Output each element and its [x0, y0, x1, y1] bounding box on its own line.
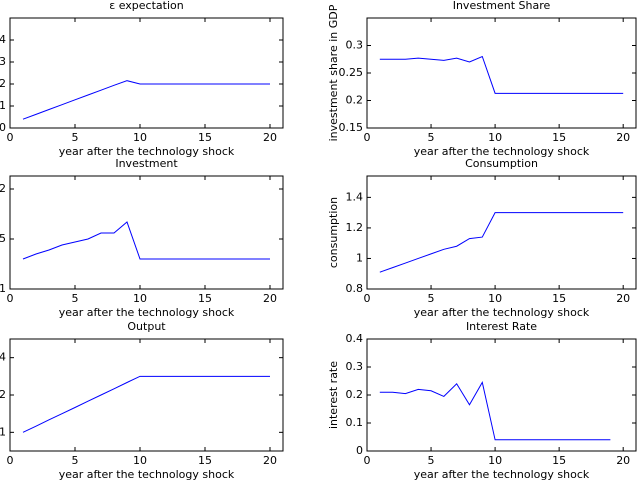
- x-tick-label: 15: [198, 292, 212, 305]
- x-tick-label: 15: [198, 131, 212, 144]
- x-tick-label: 10: [133, 131, 147, 144]
- data-line: [379, 55, 624, 94]
- x-tick-label: 20: [263, 131, 277, 144]
- x-tick-label: 20: [263, 454, 277, 467]
- x-tick-label: 0: [7, 292, 14, 305]
- y-tick-label: 0.15: [339, 121, 364, 134]
- y-tick-label: 1.2: [346, 221, 364, 234]
- y-tick-label: 0: [356, 444, 363, 457]
- axes-box: [366, 17, 637, 129]
- x-axis-label: year after the technology shock: [414, 306, 590, 319]
- chart-title: Interest Rate: [466, 320, 537, 333]
- y-axis-label: investment share in GDP: [327, 4, 340, 141]
- x-tick-label: 0: [364, 292, 371, 305]
- y-axis-label: consumption: [327, 197, 340, 268]
- x-tick-label: 15: [198, 454, 212, 467]
- y-tick-label: 0.4: [346, 332, 364, 345]
- y-tick-label: 1.4: [0, 351, 6, 364]
- data-line: [379, 212, 624, 273]
- axes-box: [9, 175, 284, 290]
- x-tick-label: 10: [133, 454, 147, 467]
- y-tick-label: 1.4: [346, 190, 364, 203]
- chart-title: ε expectation: [109, 0, 183, 12]
- y-tick-label: 0.1: [0, 99, 6, 112]
- y-tick-label: 1: [0, 425, 6, 438]
- y-tick-label: 0.2: [346, 94, 364, 107]
- x-axis-label: year after the technology shock: [414, 145, 590, 158]
- x-tick-label: 0: [364, 454, 371, 467]
- x-tick-label: 20: [616, 131, 630, 144]
- y-tick-label: 1.2: [0, 388, 6, 401]
- x-tick-label: 15: [552, 131, 566, 144]
- chart-title: Investment Share: [453, 0, 551, 12]
- axes-box: [366, 175, 637, 290]
- x-axis-label: year after the technology shock: [59, 306, 235, 319]
- chart-title: Output: [127, 320, 166, 333]
- y-tick-label: 0.8: [346, 282, 364, 295]
- x-tick-label: 5: [428, 454, 435, 467]
- y-tick-label: 0.3: [346, 39, 364, 52]
- y-tick-label: 0: [0, 121, 6, 134]
- x-tick-label: 15: [552, 292, 566, 305]
- y-tick-label: 0.25: [339, 66, 364, 79]
- x-tick-label: 10: [488, 292, 502, 305]
- x-tick-label: 5: [72, 454, 79, 467]
- x-tick-label: 20: [616, 292, 630, 305]
- x-tick-label: 10: [488, 131, 502, 144]
- data-line: [22, 375, 270, 433]
- y-tick-label: 0.3: [0, 55, 6, 68]
- x-tick-label: 15: [552, 454, 566, 467]
- x-axis-label: year after the technology shock: [59, 468, 235, 481]
- y-tick-label: 2: [0, 182, 6, 195]
- x-tick-label: 20: [263, 292, 277, 305]
- y-tick-label: 1: [356, 251, 363, 264]
- chart-title: Investment: [115, 157, 178, 170]
- chart-title: Consumption: [465, 157, 538, 170]
- x-tick-label: 5: [428, 131, 435, 144]
- x-tick-label: 0: [7, 454, 14, 467]
- y-tick-label: 1.5: [0, 232, 6, 245]
- x-tick-label: 10: [488, 454, 502, 467]
- axes-box: [9, 338, 284, 452]
- x-axis-label: year after the technology shock: [414, 468, 590, 481]
- x-tick-label: 0: [364, 131, 371, 144]
- x-tick-label: 0: [7, 131, 14, 144]
- y-tick-label: 1: [0, 282, 6, 295]
- x-tick-label: 10: [133, 292, 147, 305]
- x-tick-label: 20: [616, 454, 630, 467]
- data-line: [379, 381, 611, 441]
- data-line: [22, 80, 270, 120]
- data-line: [22, 221, 270, 260]
- x-tick-label: 5: [72, 131, 79, 144]
- x-tick-label: 5: [72, 292, 79, 305]
- y-tick-label: 0.1: [346, 416, 364, 429]
- x-axis-label: year after the technology shock: [59, 145, 235, 158]
- x-tick-label: 5: [428, 292, 435, 305]
- y-tick-label: 0.4: [0, 33, 6, 46]
- y-tick-label: 0.2: [0, 77, 6, 90]
- axes-box: [9, 17, 284, 129]
- y-axis-label: interest rate: [327, 361, 340, 429]
- y-tick-label: 0.2: [346, 388, 364, 401]
- y-tick-label: 0.3: [346, 360, 364, 373]
- axes-box: [366, 338, 637, 452]
